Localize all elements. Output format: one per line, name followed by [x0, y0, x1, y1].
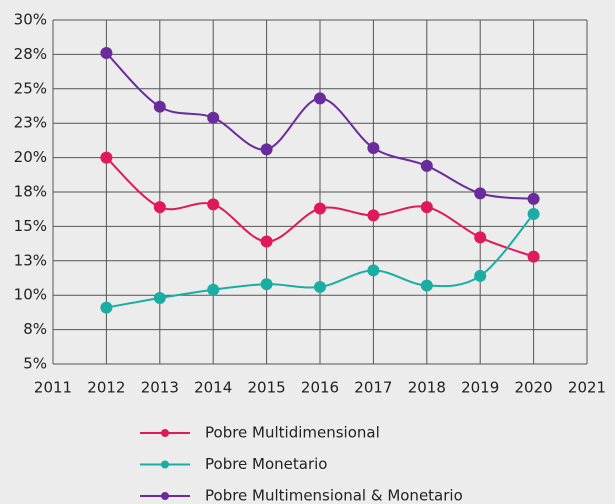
data-point — [100, 301, 113, 314]
y-tick-label: 23% — [14, 114, 47, 132]
y-tick-label: 5% — [23, 355, 47, 373]
y-tick-label: 20% — [14, 148, 47, 166]
y-tick-label: 28% — [14, 45, 47, 63]
data-point — [474, 231, 487, 244]
data-point — [420, 279, 433, 292]
x-tick-label: 2012 — [87, 379, 125, 397]
y-tick-label: 18% — [14, 183, 47, 201]
data-point — [207, 111, 220, 124]
x-tick-label: 2014 — [194, 379, 232, 397]
data-point — [100, 47, 113, 60]
y-tick-label: 15% — [14, 217, 47, 235]
x-tick-label: 2011 — [34, 379, 72, 397]
data-point — [420, 159, 433, 172]
data-point — [474, 269, 487, 282]
data-point — [207, 283, 220, 296]
data-point — [527, 192, 540, 205]
data-point — [260, 235, 273, 248]
y-tick-label: 8% — [23, 320, 47, 338]
x-tick-label: 2015 — [248, 379, 286, 397]
y-tick-label: 30% — [14, 11, 47, 29]
data-point — [153, 100, 166, 113]
data-point — [314, 92, 326, 105]
data-point — [527, 250, 540, 263]
x-tick-label: 2020 — [515, 379, 553, 397]
data-point — [420, 201, 433, 214]
legend-marker — [161, 460, 169, 469]
data-point — [367, 209, 380, 222]
x-tick-label: 2017 — [354, 379, 392, 397]
legend-marker — [161, 492, 169, 500]
y-tick-label: 13% — [14, 251, 47, 269]
y-tick-label: 10% — [14, 286, 47, 304]
data-point — [527, 208, 540, 221]
data-point — [260, 278, 273, 291]
x-tick-label: 2018 — [408, 379, 446, 397]
data-point — [314, 202, 326, 215]
data-point — [260, 143, 273, 156]
legend-label: Pobre Monetario — [205, 455, 327, 473]
data-point — [474, 187, 487, 200]
x-tick-label: 2019 — [461, 379, 499, 397]
data-point — [100, 151, 113, 164]
legend-label: Pobre Multidimensional — [205, 424, 380, 442]
x-tick-label: 2021 — [568, 379, 606, 397]
data-point — [314, 280, 326, 293]
data-point — [153, 201, 166, 214]
legend-marker — [161, 429, 169, 437]
x-tick-label: 2013 — [141, 379, 179, 397]
data-point — [367, 264, 380, 277]
data-point — [153, 291, 166, 304]
x-tick-label: 2016 — [301, 379, 339, 397]
data-point — [367, 141, 380, 154]
data-point — [207, 198, 220, 211]
y-tick-label: 25% — [14, 79, 47, 97]
legend-label: Pobre Multimensional & Monetario — [205, 487, 463, 504]
